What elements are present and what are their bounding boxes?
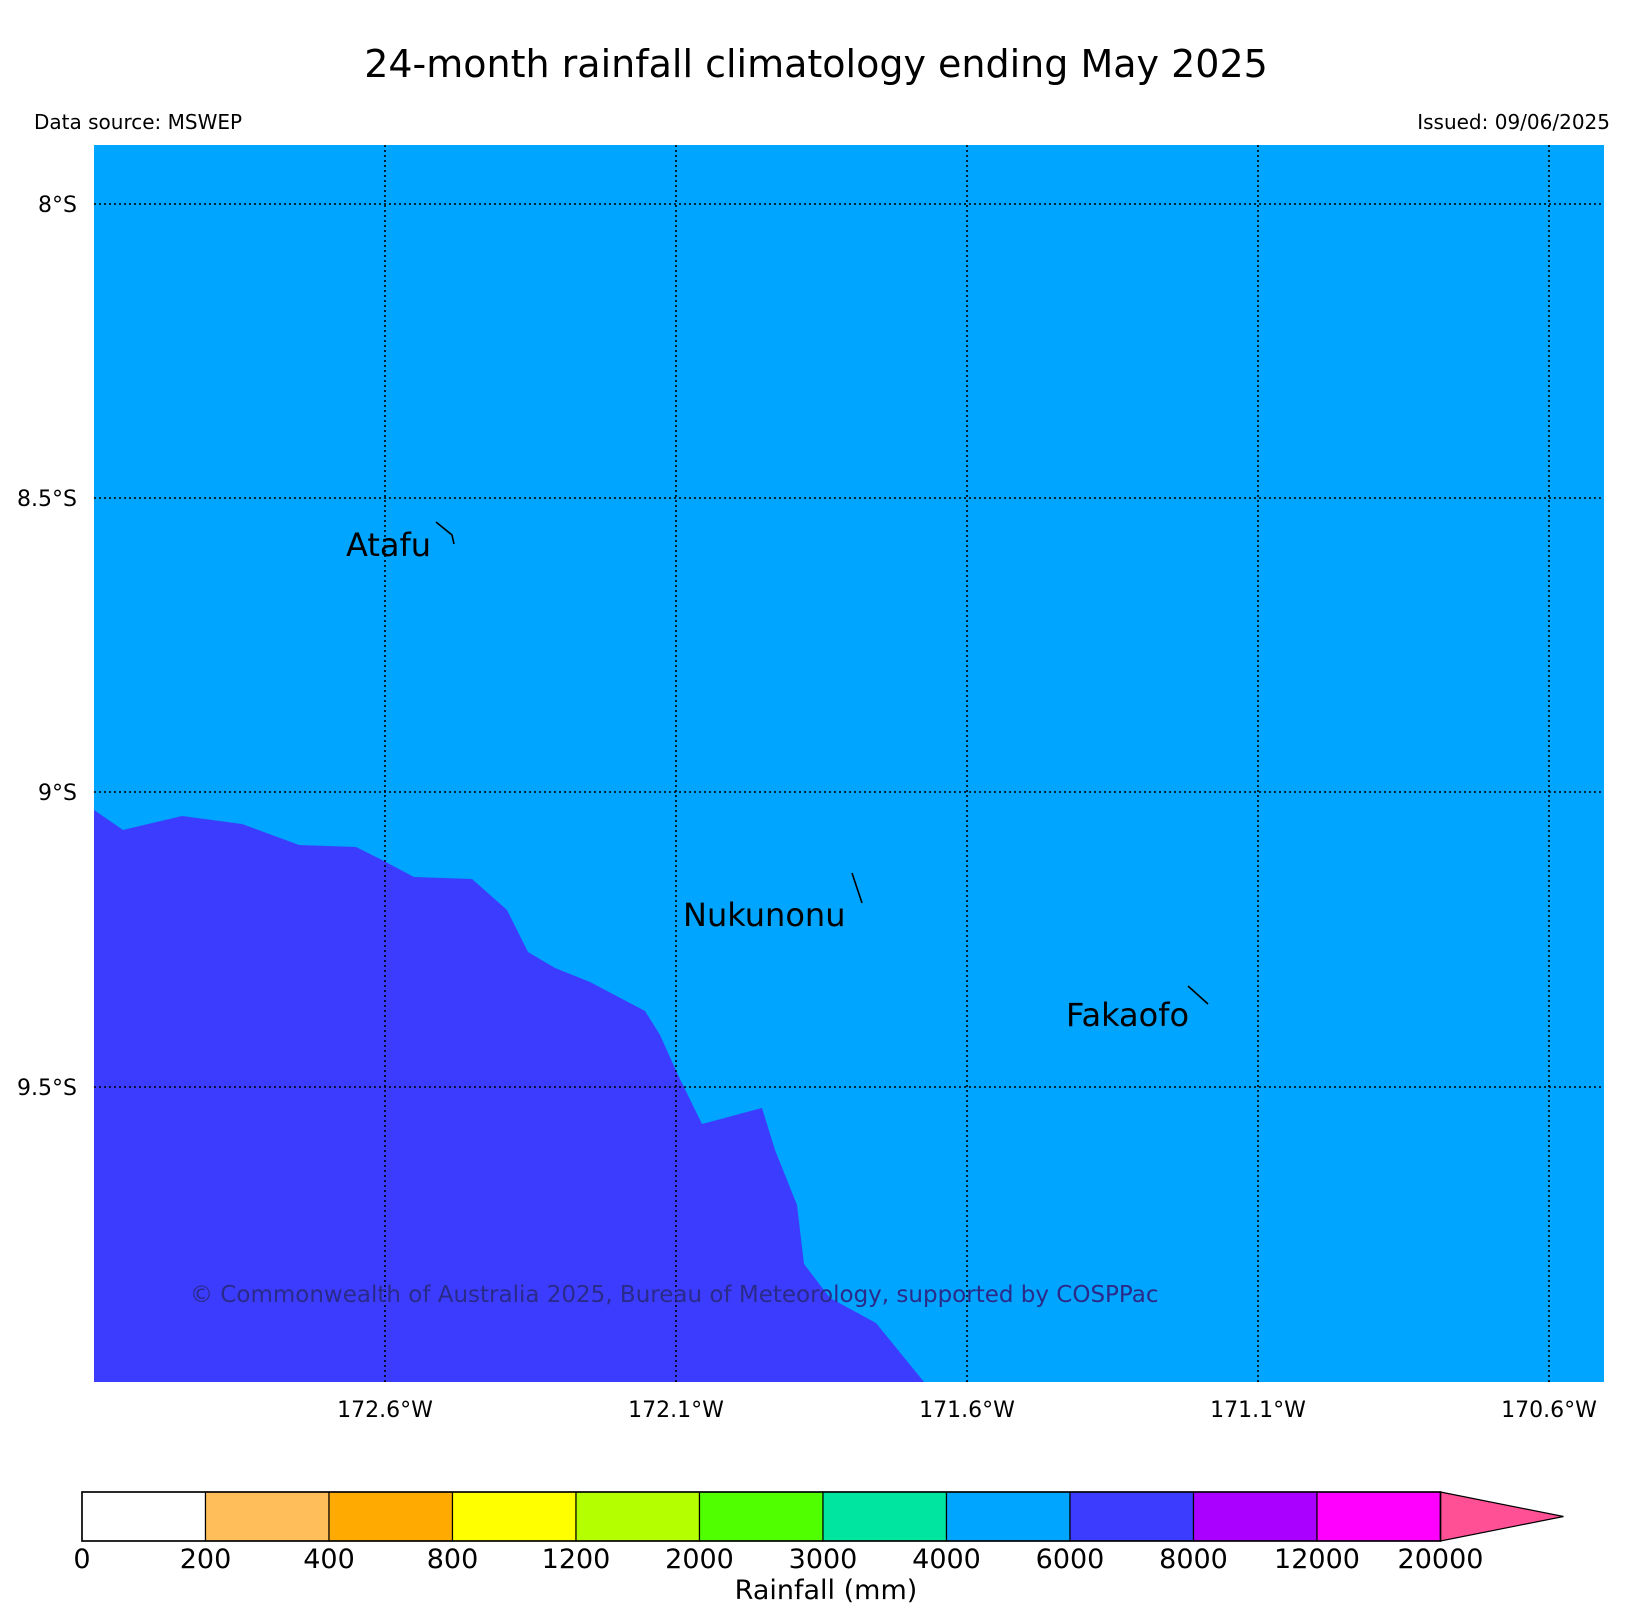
colorbar-axis-label: Rainfall (mm) bbox=[735, 1575, 918, 1606]
colorbar-segment bbox=[698, 1491, 824, 1542]
atafu-outline bbox=[435, 521, 455, 545]
map-panel: 8°S 8.5°S 9°S 9.5°S 172.6°W 172.1°W 171.… bbox=[17, 145, 1604, 1423]
colorbar-segment bbox=[451, 1491, 577, 1542]
colorbar-extension-arrow bbox=[1439, 1491, 1564, 1542]
lat-tick-label: 8°S bbox=[38, 193, 77, 218]
colorbar-segment bbox=[328, 1491, 454, 1542]
fakaofo-outline bbox=[1187, 985, 1209, 1005]
colorbar-tick-label: 20000 bbox=[1398, 1544, 1484, 1575]
colorbar-segment bbox=[81, 1491, 207, 1542]
issued-date-label: Issued: 09/06/2025 bbox=[1417, 110, 1610, 134]
nukunonu-outline bbox=[851, 872, 863, 904]
colorbar-segment bbox=[945, 1491, 1071, 1542]
colorbar-tick-label: 3000 bbox=[789, 1544, 858, 1575]
colorbar-outline bbox=[81, 1491, 1442, 1542]
graticule bbox=[94, 145, 1604, 1382]
colorbar-segment bbox=[204, 1491, 330, 1542]
colorbar-tick-label: 200 bbox=[180, 1544, 232, 1575]
lat-tick-label: 9.5°S bbox=[17, 1076, 77, 1101]
colorbar-segment bbox=[575, 1491, 701, 1542]
colorbar-segment bbox=[1069, 1491, 1195, 1542]
colorbar-segment bbox=[822, 1491, 948, 1542]
colorbar-segment bbox=[1192, 1491, 1318, 1542]
colorbar-tick-label: 400 bbox=[303, 1544, 355, 1575]
lon-tick-label: 171.6°W bbox=[919, 1398, 1015, 1423]
map-title: 24-month rainfall climatology ending May… bbox=[364, 42, 1268, 86]
colorbar-tick-label: 800 bbox=[427, 1544, 479, 1575]
lon-tick-label: 172.1°W bbox=[628, 1398, 724, 1423]
colorbar-tick-label: 6000 bbox=[1036, 1544, 1105, 1575]
colorbar-tick-label: 1200 bbox=[542, 1544, 611, 1575]
lon-tick-label: 172.6°W bbox=[337, 1398, 433, 1423]
lon-tick-label: 171.1°W bbox=[1210, 1398, 1306, 1423]
colorbar-tick-label: 2000 bbox=[665, 1544, 734, 1575]
lat-tick-label: 9°S bbox=[38, 781, 77, 806]
place-label-atafu: Atafu bbox=[346, 526, 431, 564]
colorbar-tick-label: 12000 bbox=[1274, 1544, 1360, 1575]
colorbar-tick-label: 4000 bbox=[912, 1544, 981, 1575]
colorbar-tick-label: 8000 bbox=[1159, 1544, 1228, 1575]
copyright-notice: © Commonwealth of Australia 2025, Bureau… bbox=[190, 1282, 1159, 1308]
place-label-fakaofo: Fakaofo bbox=[1066, 996, 1189, 1034]
place-label-nukunonu: Nukunonu bbox=[683, 896, 845, 934]
lon-tick-label: 170.6°W bbox=[1501, 1398, 1597, 1423]
colorbar-segment bbox=[1316, 1491, 1442, 1542]
atoll-outlines bbox=[435, 521, 1209, 1005]
colorbar-tick-label: 0 bbox=[73, 1544, 90, 1575]
data-source-label: Data source: MSWEP bbox=[34, 110, 243, 134]
colorbar-legend: 0 200 400 800 1200 2000 3000 4000 6000 8000 12000 2… bbox=[73, 1491, 1564, 1575]
rainfall-6000-8000-region bbox=[94, 810, 924, 1382]
lat-tick-label: 8.5°S bbox=[17, 487, 77, 512]
